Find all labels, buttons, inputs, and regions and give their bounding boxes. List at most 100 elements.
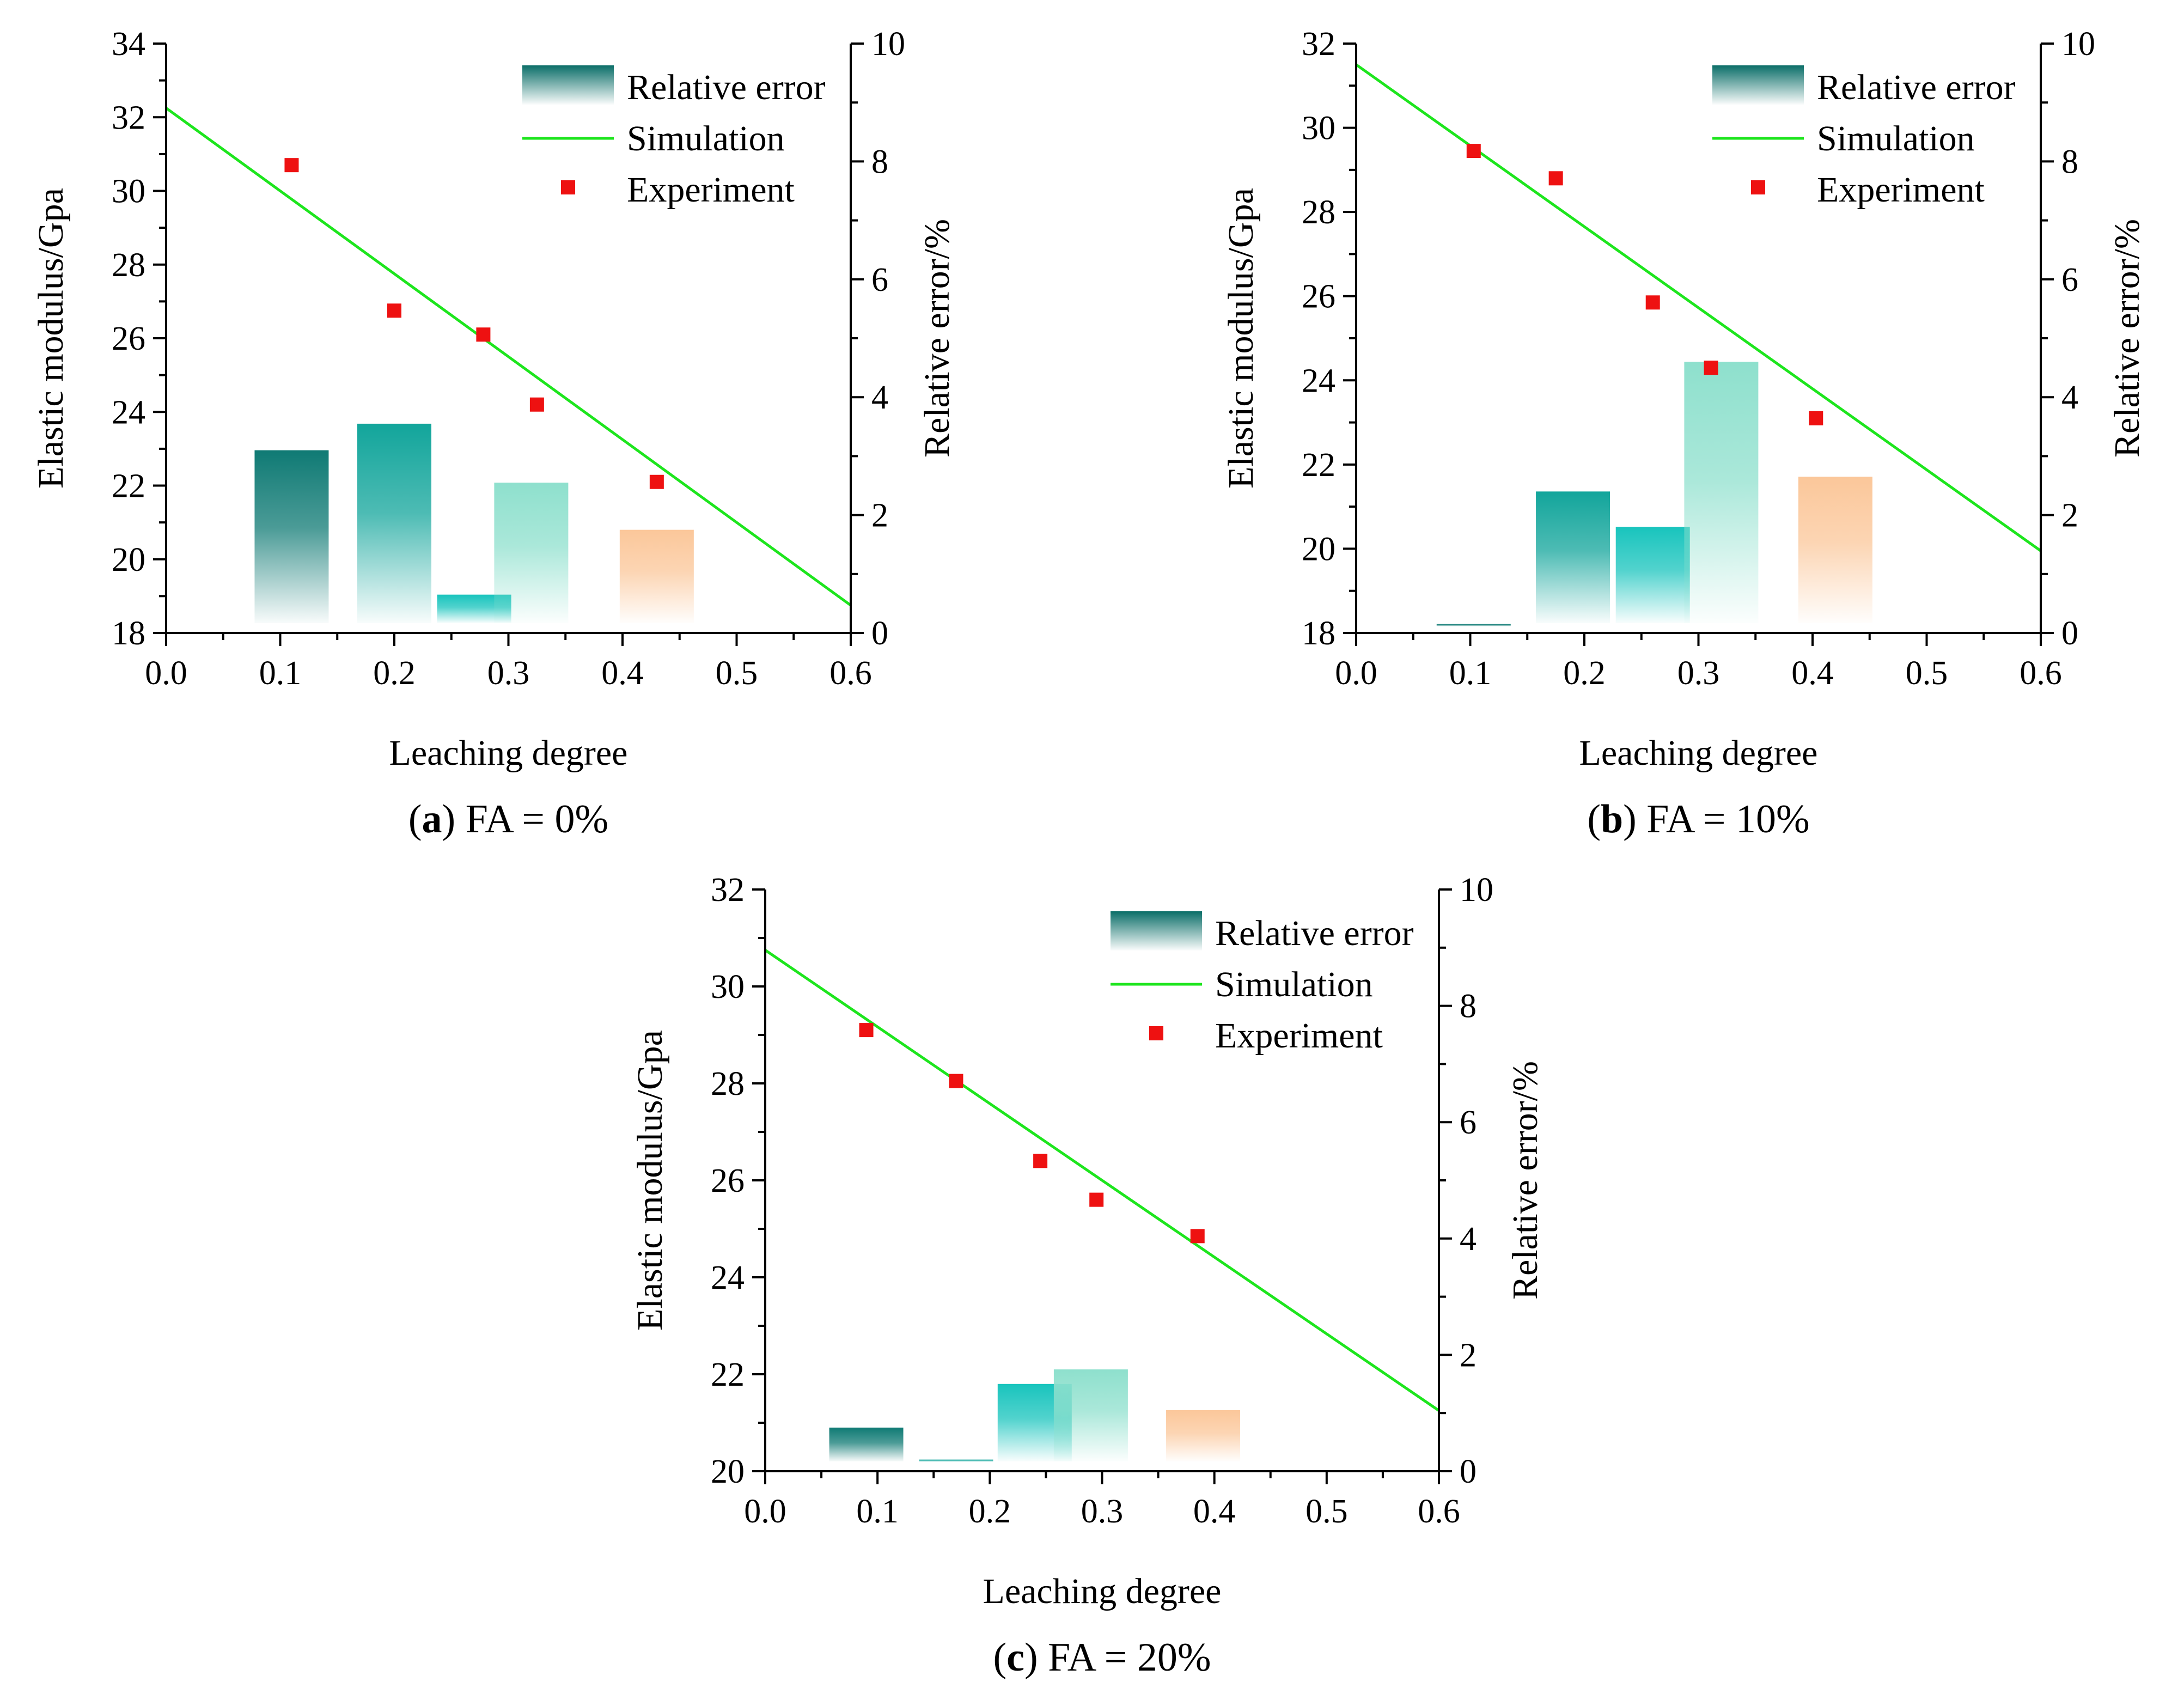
y-right-tick-label: 0 xyxy=(2061,615,2078,652)
y-right-tick-label: 10 xyxy=(2061,26,2095,63)
experiment-point xyxy=(476,327,491,342)
legend: Relative error Simulation Experiment xyxy=(522,65,826,210)
x-tick-label: 0.2 xyxy=(1563,655,1606,692)
y-right-tick-label: 4 xyxy=(871,379,888,416)
legend-bar-swatch xyxy=(1712,65,1804,105)
experiment-point xyxy=(1645,295,1660,310)
y-left-tick-label: 26 xyxy=(1302,278,1335,315)
panel-caption: (c) FA = 20% xyxy=(993,1635,1211,1680)
y-left-tick-label: 20 xyxy=(711,1453,745,1490)
y-right-ticks: 0 2 4 6 8 10 xyxy=(851,26,905,652)
y-left-tick-label: 32 xyxy=(1302,26,1335,63)
experiment-point xyxy=(1466,144,1481,159)
simulation-line xyxy=(165,107,852,607)
x-tick-label: 0.1 xyxy=(259,655,302,692)
relative-error-bar xyxy=(1684,362,1759,623)
x-tick-label: 0.5 xyxy=(1906,655,1948,692)
x-axis-label: Leaching degree xyxy=(983,1571,1222,1611)
y-left-ticks: 18 20 22 24 26 28 30 32 34 xyxy=(112,26,166,652)
y-left-tick-label: 20 xyxy=(112,541,145,578)
x-tick-label: 0.4 xyxy=(601,655,644,692)
y-left-tick-label: 32 xyxy=(711,872,745,909)
x-ticks: 0.0 0.1 0.2 0.3 0.4 0.5 0.6 xyxy=(1335,633,2062,692)
legend: Relative error Simulation Experiment xyxy=(1111,911,1414,1056)
y-left-tick-label: 34 xyxy=(112,26,145,63)
x-tick-label: 0.6 xyxy=(1418,1493,1460,1530)
relative-error-bars xyxy=(254,423,694,623)
relative-error-bar xyxy=(1798,477,1872,623)
experiment-point xyxy=(387,303,401,318)
experiment-points xyxy=(284,158,664,489)
experiment-point xyxy=(1190,1229,1205,1244)
y-left-tick-label: 18 xyxy=(1302,615,1335,652)
y-right-tick-label: 8 xyxy=(2061,143,2078,180)
y-left-axis-label: Elastic modulus/Gpa xyxy=(1221,188,1261,489)
relative-error-bar xyxy=(254,450,329,623)
relative-error-bar xyxy=(494,483,569,623)
panel-a: 0.0 0.1 0.2 0.3 0.4 0.5 0.61820222426283032340… xyxy=(31,26,957,842)
x-tick-label: 0.3 xyxy=(487,655,530,692)
x-tick-label: 0.0 xyxy=(744,1493,786,1530)
y-left-tick-label: 28 xyxy=(1302,194,1335,231)
relative-error-bar xyxy=(619,529,694,623)
legend-label-simulation: Simulation xyxy=(1817,119,1975,159)
y-right-axis-label: Relative error/% xyxy=(917,219,957,458)
legend-label-experiment: Experiment xyxy=(627,170,795,210)
y-left-tick-label: 32 xyxy=(112,99,145,136)
caption-paren-close: ) xyxy=(1024,1635,1038,1680)
y-left-tick-label: 30 xyxy=(1302,110,1335,147)
simulation-line xyxy=(764,949,1440,1412)
y-left-tick-label: 20 xyxy=(1302,531,1335,568)
y-left-tick-label: 24 xyxy=(112,394,145,431)
experiment-point xyxy=(1089,1192,1104,1207)
legend-label-simulation: Simulation xyxy=(627,119,785,159)
y-left-axis-label: Elastic modulus/Gpa xyxy=(31,188,71,489)
caption-paren-open: ( xyxy=(993,1635,1006,1680)
legend-marker-swatch xyxy=(1751,180,1765,194)
experiment-point xyxy=(529,397,544,412)
legend-marker-swatch xyxy=(1149,1026,1163,1040)
x-tick-label: 0.0 xyxy=(1335,655,1377,692)
experiment-points xyxy=(1466,144,1823,425)
relative-error-bar xyxy=(357,423,431,623)
y-right-tick-label: 4 xyxy=(1460,1221,1477,1258)
y-left-tick-label: 26 xyxy=(711,1162,745,1199)
y-left-tick-label: 24 xyxy=(1302,362,1335,399)
y-right-tick-label: 6 xyxy=(871,261,888,298)
legend-label-simulation: Simulation xyxy=(1215,965,1373,1004)
experiment-point xyxy=(1809,411,1823,425)
relative-error-bars xyxy=(829,1369,1241,1462)
y-right-tick-label: 2 xyxy=(2061,497,2078,534)
relative-error-bar xyxy=(1615,527,1690,623)
legend: Relative error Simulation Experiment xyxy=(1712,65,2016,210)
caption-paren-close: ) xyxy=(442,797,456,842)
y-left-ticks: 18 20 22 24 26 28 30 32 xyxy=(1302,26,1356,652)
x-tick-label: 0.6 xyxy=(829,655,872,692)
caption-paren-open: ( xyxy=(1587,797,1601,842)
x-tick-label: 0.3 xyxy=(1677,655,1720,692)
experiment-point xyxy=(1704,361,1718,375)
legend-bar-swatch xyxy=(1111,911,1202,950)
y-right-tick-label: 0 xyxy=(871,615,888,652)
x-tick-label: 0.5 xyxy=(716,655,758,692)
legend-label-experiment: Experiment xyxy=(1215,1016,1383,1056)
relative-error-bar xyxy=(1536,491,1610,623)
y-left-tick-label: 24 xyxy=(711,1259,745,1296)
x-axis-label: Leaching degree xyxy=(1579,733,1818,773)
x-tick-label: 0.5 xyxy=(1305,1493,1348,1530)
x-tick-label: 0.4 xyxy=(1791,655,1834,692)
y-left-axis-label: Elastic modulus/Gpa xyxy=(630,1030,670,1331)
relative-error-bar xyxy=(1053,1369,1128,1461)
legend-label-relative-error: Relative error xyxy=(1817,68,2016,107)
y-right-axis-label: Relative error/% xyxy=(2107,219,2147,458)
legend-bar-swatch xyxy=(522,65,614,105)
legend-label-relative-error: Relative error xyxy=(627,68,826,107)
y-right-tick-label: 2 xyxy=(871,497,888,534)
caption-paren-open: ( xyxy=(408,797,422,842)
legend-marker-swatch xyxy=(561,180,575,194)
relative-error-bar xyxy=(919,1459,993,1462)
x-tick-label: 0.1 xyxy=(856,1493,899,1530)
y-left-tick-label: 30 xyxy=(112,173,145,210)
y-left-tick-label: 28 xyxy=(112,247,145,284)
